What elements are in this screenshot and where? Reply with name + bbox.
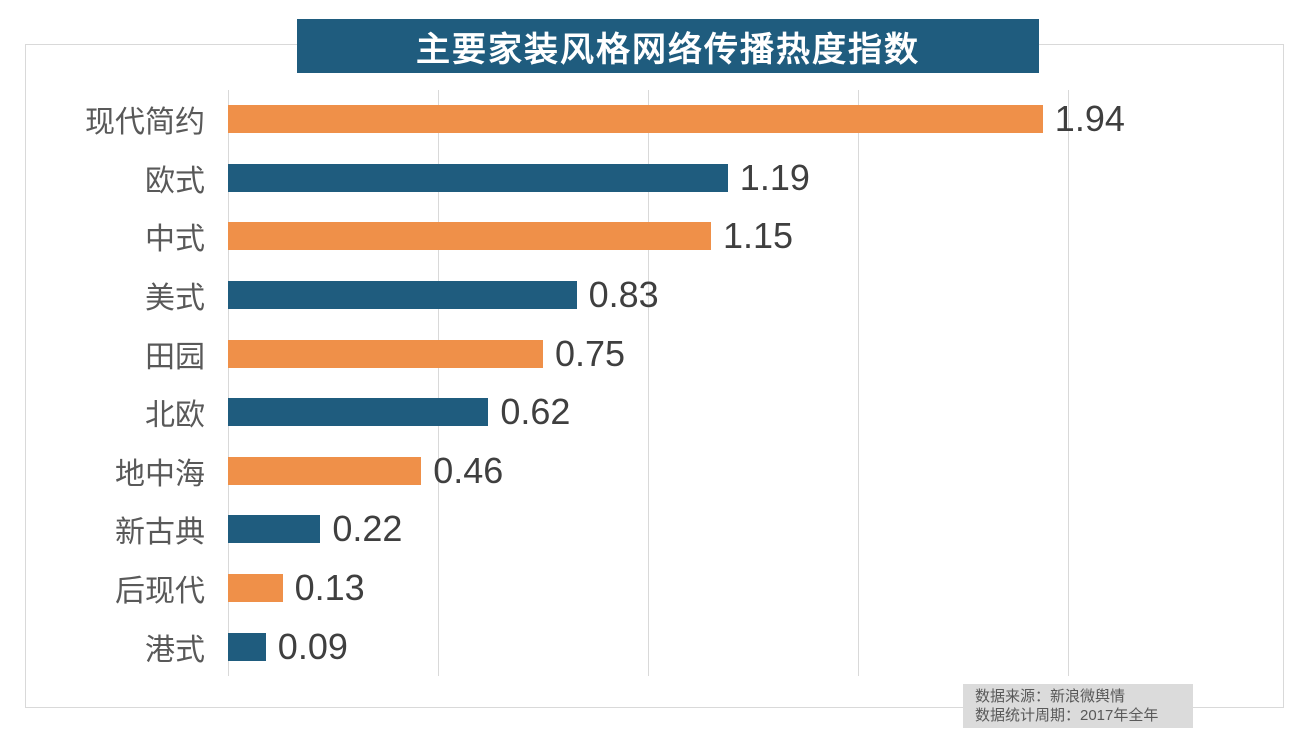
category-label: 中式 bbox=[145, 223, 205, 257]
category-label: 新古典 bbox=[115, 516, 205, 550]
category-label: 后现代 bbox=[115, 575, 205, 609]
gridline bbox=[1068, 90, 1069, 676]
category-label: 欧式 bbox=[145, 164, 205, 198]
gridline bbox=[438, 90, 439, 676]
bar-row: 欧式 1.19 bbox=[0, 149, 1308, 208]
category-label: 田园 bbox=[145, 340, 205, 374]
value-label: 0.09 bbox=[277, 625, 348, 667]
gridline bbox=[228, 90, 229, 676]
bar bbox=[228, 456, 422, 485]
bar-row: 美式 0.83 bbox=[0, 266, 1308, 325]
bar bbox=[228, 515, 321, 544]
bar-rows: 现代简约 1.94 欧式 1.19 中式 1.15 美式 0.83 田园 0.75 北欧 0.62 地中… bbox=[0, 90, 1308, 676]
category-label: 北欧 bbox=[145, 399, 205, 433]
bar-row: 田园 0.75 bbox=[0, 324, 1308, 383]
category-label: 现代简约 bbox=[85, 106, 205, 140]
category-label: 港式 bbox=[145, 633, 205, 667]
category-label: 美式 bbox=[145, 282, 205, 316]
bar bbox=[228, 222, 711, 251]
bar bbox=[228, 574, 283, 603]
bar-row: 地中海 0.46 bbox=[0, 442, 1308, 501]
data-period-line: 数据统计周期：2017年全年 bbox=[975, 707, 1159, 724]
gridline bbox=[648, 90, 649, 676]
value-label: 0.22 bbox=[332, 508, 403, 550]
bar bbox=[228, 163, 728, 192]
data-source-box: 数据来源：新浪微舆情 数据统计周期：2017年全年 bbox=[963, 684, 1193, 728]
bar bbox=[228, 632, 266, 661]
bar bbox=[228, 105, 1043, 134]
value-label: 0.75 bbox=[555, 332, 626, 374]
gridline bbox=[858, 90, 859, 676]
bar-row: 新古典 0.22 bbox=[0, 500, 1308, 559]
category-label: 地中海 bbox=[115, 457, 205, 491]
bar-row: 现代简约 1.94 bbox=[0, 90, 1308, 149]
bar bbox=[228, 339, 543, 368]
bar bbox=[228, 398, 489, 427]
bar bbox=[228, 281, 577, 310]
bar-row: 中式 1.15 bbox=[0, 207, 1308, 266]
value-label: 1.94 bbox=[1054, 98, 1125, 140]
bar-row: 北欧 0.62 bbox=[0, 383, 1308, 442]
value-label: 0.83 bbox=[588, 274, 659, 316]
bar-row: 港式 0.09 bbox=[0, 617, 1308, 676]
value-label: 1.19 bbox=[739, 156, 810, 198]
value-label: 0.46 bbox=[433, 449, 504, 491]
value-label: 1.15 bbox=[723, 215, 794, 257]
data-source-line: 数据来源：新浪微舆情 bbox=[975, 688, 1126, 705]
chart-title-banner: 主要家装风格网络传播热度指数 bbox=[297, 19, 1039, 73]
value-label: 0.13 bbox=[294, 567, 365, 609]
value-label: 0.62 bbox=[500, 391, 571, 433]
chart-title: 主要家装风格网络传播热度指数 bbox=[416, 30, 920, 69]
bar-row: 后现代 0.13 bbox=[0, 559, 1308, 618]
